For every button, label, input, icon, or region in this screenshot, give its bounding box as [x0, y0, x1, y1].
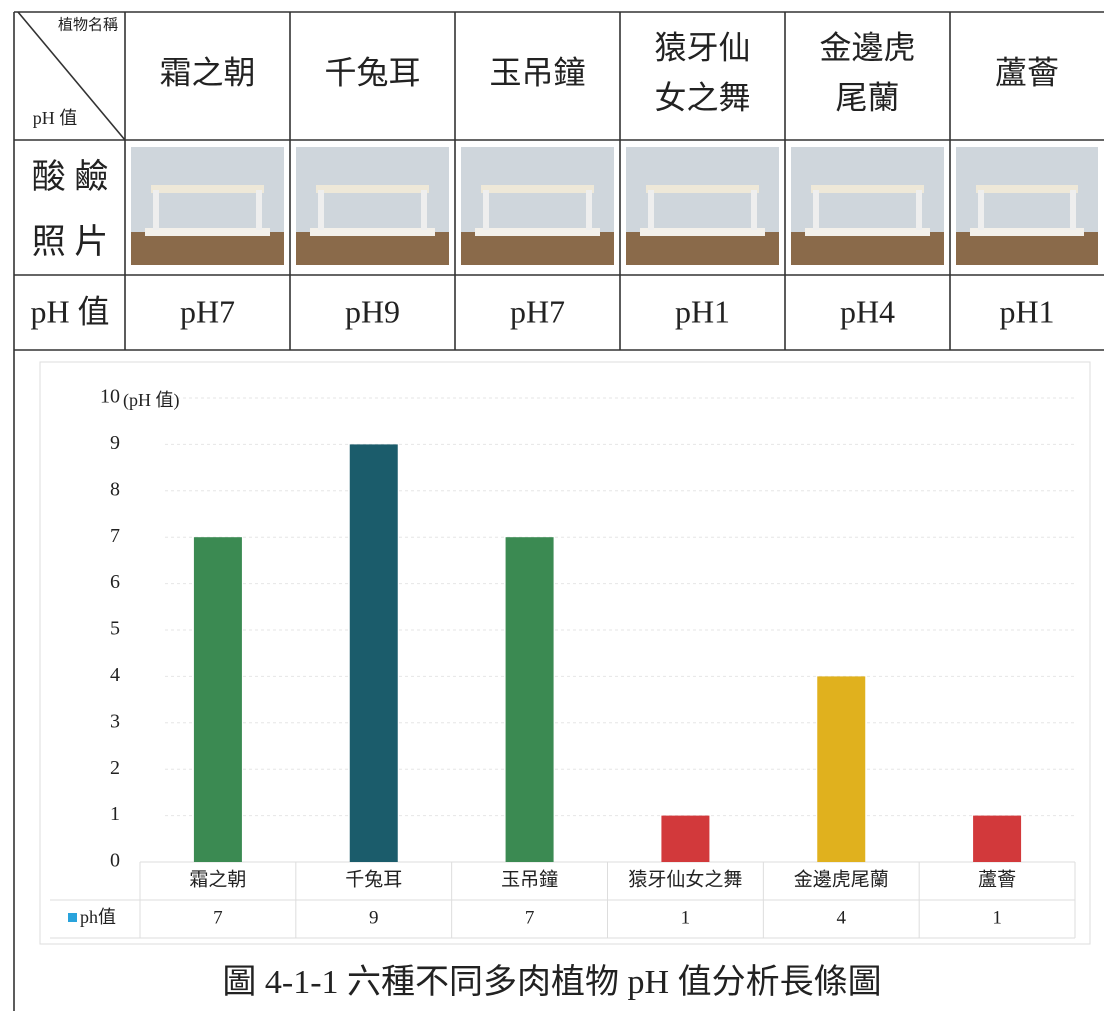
ph-cell: pH1 — [675, 293, 730, 329]
legend-label: ph值 — [80, 907, 116, 927]
column-header: 猿牙仙 — [654, 29, 750, 65]
y-axis-label: (pH 值) — [123, 390, 180, 411]
rack-base — [475, 228, 600, 236]
chart-frame — [39, 361, 1091, 945]
photo-table — [296, 232, 449, 265]
data-table-value: 7 — [213, 907, 223, 928]
rack-top — [646, 185, 759, 193]
ph-cell: pH7 — [510, 293, 565, 329]
bar — [973, 815, 1022, 862]
rack-top — [151, 185, 264, 193]
ph-cell: pH4 — [840, 293, 895, 329]
x-tick-label: 金邊虎尾蘭 — [794, 868, 889, 890]
rack-leg — [1070, 190, 1076, 230]
rack-top — [481, 185, 594, 193]
data-table-value: 1 — [992, 907, 1002, 928]
y-tick-label: 0 — [110, 850, 120, 872]
row-label: pH 值 — [30, 293, 109, 329]
rack-leg — [318, 190, 324, 230]
diagonal — [17, 11, 126, 141]
bar — [193, 537, 242, 862]
rack-base — [970, 228, 1084, 236]
photo — [956, 147, 1098, 265]
rack-leg — [916, 190, 922, 230]
caption: 圖 4-1-1 六種不同多肉植物 pH 值分析長條圖 — [222, 963, 881, 1001]
photo-table — [131, 232, 284, 265]
y-tick-label: 9 — [110, 432, 120, 454]
bar — [505, 537, 554, 862]
x-tick-label: 猿牙仙女之舞 — [628, 868, 742, 890]
rack-leg — [153, 190, 159, 230]
rack-base — [145, 228, 270, 236]
legend-swatch — [68, 913, 77, 922]
y-tick-label: 5 — [110, 618, 120, 640]
y-tick-label: 4 — [110, 664, 120, 686]
bar — [349, 444, 398, 862]
x-tick-label: 蘆薈 — [978, 868, 1016, 890]
ph-cell: pH7 — [180, 293, 235, 329]
y-tick-label: 6 — [110, 571, 120, 593]
photo — [296, 147, 449, 265]
table-frame — [13, 11, 1104, 1011]
rack-base — [310, 228, 435, 236]
bar — [661, 815, 710, 862]
y-tick-label: 7 — [110, 525, 120, 547]
column-header: 蘆薈 — [995, 54, 1059, 90]
rack-top — [316, 185, 429, 193]
photo — [626, 147, 779, 265]
data-table-value: 9 — [369, 907, 379, 928]
rack-leg — [483, 190, 489, 230]
photo-table — [791, 232, 944, 265]
corner-top: 植物名稱 — [58, 16, 118, 33]
x-tick-label: 玉吊鐘 — [501, 868, 558, 890]
photo — [131, 147, 284, 265]
rack-top — [976, 185, 1078, 193]
x-tick-label: 霜之朝 — [189, 868, 246, 890]
rack-leg — [648, 190, 654, 230]
rack-leg — [586, 190, 592, 230]
photo-table — [956, 232, 1098, 265]
column-header: 千兔耳 — [324, 54, 420, 90]
column-header: 霜之朝 — [159, 54, 255, 90]
y-tick-label: 2 — [110, 757, 120, 779]
rack-leg — [813, 190, 819, 230]
column-header: 玉吊鐘 — [489, 54, 585, 90]
column-header: 金邊虎 — [819, 29, 915, 65]
y-tick-label: 3 — [110, 710, 120, 732]
rack-leg — [751, 190, 757, 230]
ph-cell: pH1 — [999, 293, 1054, 329]
row-label: 照 片 — [32, 223, 109, 261]
y-tick-label: 10 — [100, 386, 120, 408]
ph-cell: pH9 — [345, 293, 400, 329]
row-label: 酸 鹼 — [32, 158, 109, 196]
photo — [791, 147, 944, 265]
photo-table — [626, 232, 779, 265]
photo-table — [461, 232, 614, 265]
data-table-value: 4 — [837, 907, 847, 928]
y-tick-label: 1 — [110, 803, 120, 825]
data-table-value: 1 — [681, 907, 691, 928]
rack-leg — [421, 190, 427, 230]
corner-bottom: pH 值 — [33, 108, 78, 128]
bar — [817, 676, 866, 862]
rack-leg — [256, 190, 262, 230]
data-table-value: 7 — [525, 907, 535, 928]
photo — [461, 147, 614, 265]
column-header: 女之舞 — [654, 79, 750, 115]
rack-top — [811, 185, 924, 193]
rack-leg — [978, 190, 984, 230]
column-header: 尾蘭 — [835, 79, 899, 115]
rack-base — [640, 228, 765, 236]
rack-base — [805, 228, 930, 236]
y-tick-label: 8 — [110, 478, 120, 500]
x-tick-label: 千兔耳 — [345, 868, 402, 890]
